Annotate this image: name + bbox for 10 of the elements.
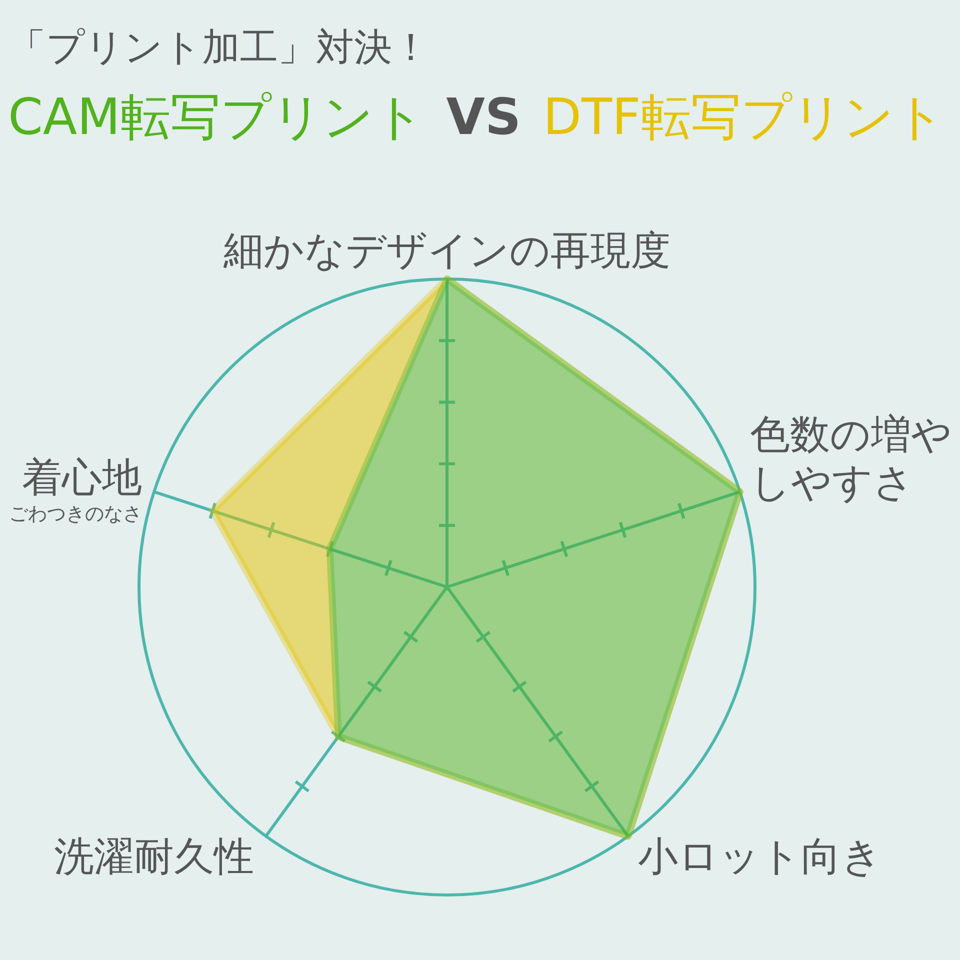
spoke-label: 洗濯耐久性 (54, 833, 254, 882)
chart-subtitle: VS (446, 88, 521, 146)
legend-item: CAM転写プリント (8, 87, 424, 148)
spoke-label: 着心地 (21, 454, 142, 502)
chart-title: 「プリント加工」対決！ (8, 24, 430, 71)
spoke-label: 小ロット向き (638, 833, 882, 882)
spoke-label: 細かなデザインの再現度 (224, 227, 670, 275)
legend-item: DTF転写プリント (542, 87, 945, 148)
annotation: ごわつきのなさ (9, 502, 142, 526)
spoke-label: 色数の増やしやすさ (750, 410, 952, 507)
